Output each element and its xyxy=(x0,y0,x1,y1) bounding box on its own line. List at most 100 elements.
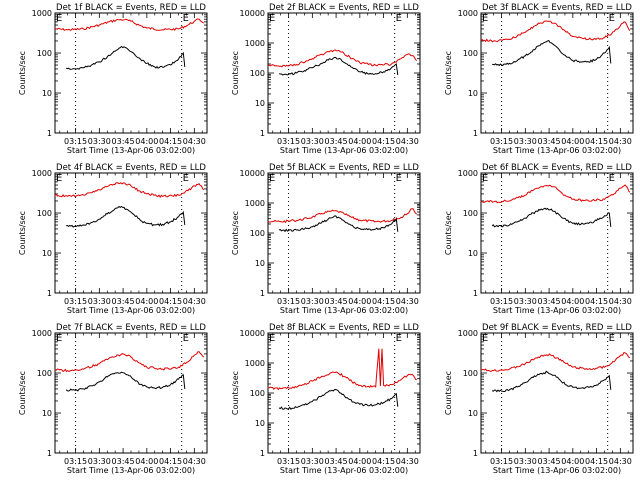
corner-label-right: E xyxy=(396,173,402,184)
y-tick-label: 1 xyxy=(47,449,52,458)
y-tick-label: 100 xyxy=(250,389,265,398)
y-tick-label: 1 xyxy=(473,129,478,138)
plot-frame xyxy=(480,12,634,134)
x-tick-label: 04:00 xyxy=(561,457,584,466)
x-tick-label: 04:00 xyxy=(348,297,371,306)
x-tick-label: 03:30 xyxy=(514,137,537,146)
y-tick-label: 1000 xyxy=(458,9,478,18)
x-tick-label: 03:15 xyxy=(277,457,300,466)
y-axis-label: Counts/sec xyxy=(231,371,240,415)
y-tick-label: 1 xyxy=(260,289,265,298)
x-axis-label: Start Time (13-Apr-06 03:02:00) xyxy=(280,466,408,475)
x-tick-label: 03:15 xyxy=(490,137,513,146)
chart-title: Det 5f BLACK = Events, RED = LLD xyxy=(269,163,419,173)
y-tick-label: 1000 xyxy=(458,169,478,178)
y-tick-label: 1000 xyxy=(32,169,52,178)
chart-title: Det 3f BLACK = Events, RED = LLD xyxy=(482,3,632,13)
x-tick-label: 03:30 xyxy=(88,137,111,146)
plot-frame xyxy=(267,332,421,454)
x-tick-label: 04:30 xyxy=(609,297,632,306)
series-lld-red xyxy=(54,351,205,373)
x-tick-label: 04:30 xyxy=(396,137,419,146)
corner-label-right: E xyxy=(183,13,189,24)
y-tick-label: 10 xyxy=(468,89,478,98)
x-tick-label: 04:30 xyxy=(183,137,206,146)
x-tick-label: 03:15 xyxy=(64,137,87,146)
y-tick-label: 10 xyxy=(42,89,52,98)
y-tick-label: 100 xyxy=(463,369,478,378)
corner-label-left: E xyxy=(269,173,275,184)
panel-det-8f: Det 8f BLACK = Events, RED = LLD 1 10 100 10… xyxy=(231,323,421,475)
x-tick-label: 04:00 xyxy=(561,137,584,146)
corner-label-left: E xyxy=(482,13,488,24)
series-events-black xyxy=(278,388,399,410)
series-events-black xyxy=(491,207,612,228)
x-tick-label: 03:45 xyxy=(325,457,348,466)
y-tick-label: 1000 xyxy=(458,329,478,338)
y-tick-label: 1000 xyxy=(245,199,265,208)
corner-label-left: E xyxy=(482,333,488,344)
x-tick-label: 04:30 xyxy=(609,457,632,466)
x-tick-label: 03:30 xyxy=(514,297,537,306)
corner-label-left: E xyxy=(56,13,62,24)
x-tick-label: 04:15 xyxy=(159,137,182,146)
x-axis-label: Start Time (13-Apr-06 03:02:00) xyxy=(67,306,195,315)
x-tick-label: 04:15 xyxy=(159,297,182,306)
x-tick-label: 03:45 xyxy=(112,297,135,306)
x-tick-label: 04:15 xyxy=(372,457,395,466)
chart-title: Det 6f BLACK = Events, RED = LLD xyxy=(482,163,632,173)
corner-label-left: E xyxy=(56,173,62,184)
x-tick-label: 04:30 xyxy=(396,457,419,466)
x-tick-label: 04:00 xyxy=(135,297,158,306)
x-tick-label: 04:30 xyxy=(183,457,206,466)
panel-det-5f: Det 5f BLACK = Events, RED = LLD 1 10 100 10… xyxy=(231,163,421,315)
x-tick-label: 03:30 xyxy=(88,457,111,466)
y-tick-label: 10 xyxy=(468,409,478,418)
y-tick-label: 1 xyxy=(260,449,265,458)
y-tick-label: 10 xyxy=(255,99,265,108)
series-lld-red xyxy=(480,20,631,43)
plot-frame xyxy=(480,172,634,294)
y-tick-label: 10000 xyxy=(240,9,265,18)
series-events-black xyxy=(65,371,186,392)
x-tick-label: 04:15 xyxy=(159,457,182,466)
y-tick-label: 1 xyxy=(473,289,478,298)
x-tick-label: 03:15 xyxy=(277,137,300,146)
x-tick-label: 03:45 xyxy=(538,137,561,146)
plot-frame xyxy=(54,332,208,454)
y-axis-label: Counts/sec xyxy=(18,371,27,415)
x-tick-label: 04:15 xyxy=(372,137,395,146)
y-tick-label: 10 xyxy=(468,249,478,258)
plot-frame xyxy=(267,172,421,294)
y-tick-label: 1000 xyxy=(245,39,265,48)
x-axis-label: Start Time (13-Apr-06 03:02:00) xyxy=(493,146,621,155)
x-tick-label: 03:15 xyxy=(490,297,513,306)
y-tick-label: 10 xyxy=(255,419,265,428)
y-tick-label: 100 xyxy=(463,209,478,218)
x-tick-label: 03:45 xyxy=(325,297,348,306)
y-tick-label: 10 xyxy=(255,259,265,268)
x-tick-label: 04:00 xyxy=(135,457,158,466)
y-tick-label: 1 xyxy=(260,129,265,138)
panel-det-9f: Det 9f BLACK = Events, RED = LLD 1 10 100 10… xyxy=(444,323,634,475)
x-tick-label: 04:30 xyxy=(609,137,632,146)
x-tick-label: 03:15 xyxy=(64,457,87,466)
x-tick-label: 04:30 xyxy=(183,297,206,306)
x-axis-label: Start Time (13-Apr-06 03:02:00) xyxy=(280,306,408,315)
plot-frame xyxy=(54,172,208,294)
x-axis-label: Start Time (13-Apr-06 03:02:00) xyxy=(493,466,621,475)
x-axis-label: Start Time (13-Apr-06 03:02:00) xyxy=(493,306,621,315)
y-tick-label: 1 xyxy=(47,289,52,298)
corner-label-right: E xyxy=(609,173,615,184)
y-tick-label: 1 xyxy=(473,449,478,458)
x-tick-label: 03:30 xyxy=(514,457,537,466)
y-tick-label: 100 xyxy=(463,49,478,58)
corner-label-right: E xyxy=(396,333,402,344)
x-tick-label: 04:30 xyxy=(396,297,419,306)
series-events-black xyxy=(278,56,399,76)
y-axis-label: Counts/sec xyxy=(231,211,240,255)
x-tick-label: 03:15 xyxy=(277,297,300,306)
y-tick-label: 10 xyxy=(42,409,52,418)
y-tick-label: 100 xyxy=(250,69,265,78)
series-lld-red xyxy=(267,348,417,391)
